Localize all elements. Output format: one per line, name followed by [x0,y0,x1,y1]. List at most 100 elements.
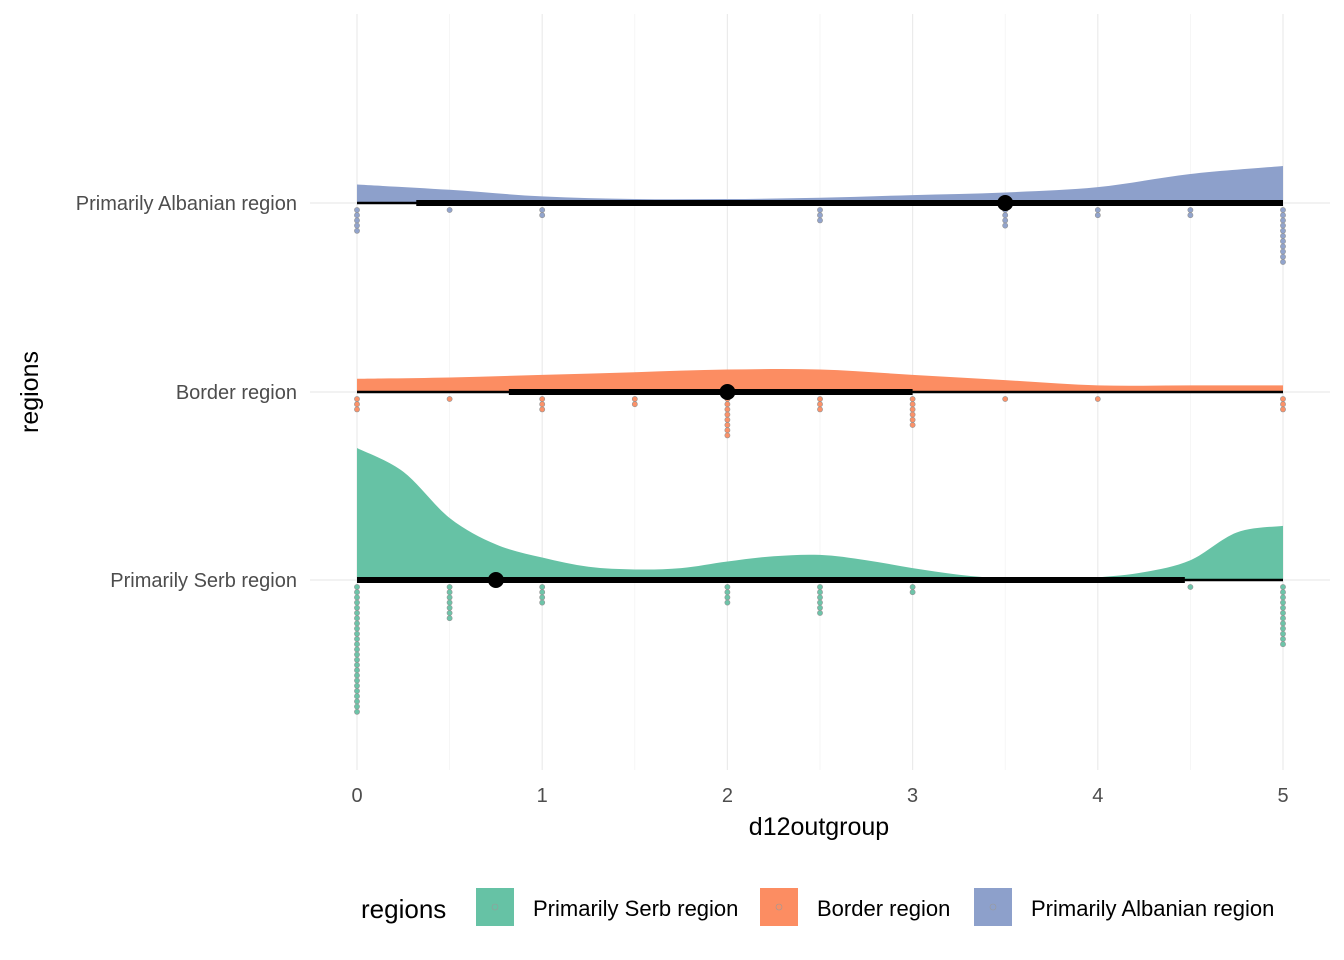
dot-primarily-serb-region [724,594,731,601]
dot-primarily-albanian-region [1280,233,1286,239]
dot-primarily-serb-region [1280,589,1286,596]
dot-primarily-serb-region [354,682,360,689]
dot-primarily-serb-region [354,641,360,648]
dot-primarily-serb-region [354,625,360,632]
dot-primarily-serb-region [1280,594,1286,601]
dot-primarily-serb-region [354,677,360,684]
legend-label-primarily-serb-region: Primarily Serb region [533,896,738,921]
dot-primarily-albanian-region [354,207,360,213]
dot-primarily-serb-region [354,615,360,622]
dot-primarily-serb-region [539,589,546,596]
dot-border-region [909,401,916,408]
dot-primarily-albanian-region [817,207,823,213]
dot-primarily-albanian-region [1280,222,1286,229]
dot-primarily-albanian-region [1002,212,1009,219]
dot-border-region [817,406,823,413]
dot-primarily-serb-region [1280,610,1286,616]
dot-primarily-albanian-region [1280,227,1286,234]
dot-primarily-serb-region [539,584,546,590]
dot-border-region [354,406,360,413]
dot-primarily-serb-region [354,651,360,658]
dot-primarily-serb-region [539,594,546,601]
dot-primarily-serb-region [354,604,360,611]
dot-primarily-serb-region [1280,615,1286,622]
dot-border-region [724,416,731,423]
dot-primarily-serb-region [1280,604,1286,611]
dot-border-region [1002,396,1009,402]
dot-primarily-serb-region [354,662,360,668]
dot-primarily-albanian-region [1187,207,1194,213]
dot-border-region [909,406,916,413]
dot-border-region [446,396,453,402]
dot-primarily-albanian-region [354,212,360,219]
dot-border-region [354,401,360,408]
dot-primarily-serb-region [354,620,360,627]
dot-border-region [724,427,731,434]
dot-primarily-serb-region [909,589,916,596]
dot-primarily-serb-region [354,630,360,637]
dot-border-region [724,411,731,418]
dot-primarily-albanian-region [1094,207,1101,213]
dot-primarily-albanian-region [1280,248,1286,255]
dot-border-region [724,406,731,413]
dot-primarily-serb-region [354,646,360,653]
dot-primarily-serb-region [817,589,823,596]
dot-primarily-serb-region [446,604,453,611]
dot-primarily-serb-region [354,672,360,679]
y-tick-labels: Primarily Serb region Border region Primar… [76,193,297,592]
dot-primarily-albanian-region [446,207,453,213]
dot-primarily-serb-region [817,594,823,601]
interval-bars [357,195,1283,588]
dot-primarily-albanian-region [1280,259,1286,265]
dot-primarily-serb-region [817,584,823,590]
dot-primarily-albanian-region [354,217,360,224]
density-primarily-serb-region [357,448,1283,580]
dot-primarily-albanian-region [1280,243,1286,250]
y-axis-title: regions [16,351,44,433]
dot-primarily-albanian-region [1280,207,1286,213]
legend-label-primarily-albanian-region: Primarily Albanian region [1031,896,1274,921]
density-border-region [357,369,1283,392]
dot-primarily-albanian-region [354,227,360,234]
median-primarily-serb-region [487,572,504,588]
dot-border-region [724,401,731,408]
dot-primarily-albanian-region [1187,212,1194,219]
dot-border-region [1280,401,1286,408]
dot-primarily-serb-region [1280,599,1286,606]
dot-primarily-serb-region [354,584,360,590]
density-clouds [357,166,1283,580]
dot-primarily-serb-region [1280,641,1286,648]
dot-primarily-serb-region [354,708,360,715]
dot-primarily-serb-region [446,599,453,606]
dot-primarily-albanian-region [354,222,360,229]
dot-primarily-albanian-region [1280,217,1286,224]
dot-primarily-serb-region [909,584,916,590]
dot-primarily-serb-region [724,589,731,596]
dot-border-region [724,422,731,428]
dot-border-region [724,432,731,439]
dot-border-region [1094,396,1101,402]
dot-primarily-albanian-region [539,207,546,213]
legend-dot-border-region [775,903,783,911]
dot-primarily-serb-region [446,584,453,590]
legend-title: regions [361,894,446,924]
dot-primarily-serb-region [354,667,360,674]
x-tick-label: 4 [1092,785,1103,807]
dot-border-region [354,396,360,402]
dot-border-region [631,401,638,408]
dot-primarily-serb-region [1280,584,1286,590]
x-axis-title: d12outgroup [749,813,889,841]
dot-primarily-serb-region [539,599,546,606]
dot-primarily-serb-region [446,610,453,616]
dot-primarily-serb-region [354,688,360,694]
x-tick-label: 3 [907,785,918,807]
dot-primarily-serb-region [724,599,731,606]
legend-dot-primarily-serb-region [491,903,499,911]
dot-primarily-serb-region [354,589,360,596]
legend: regions Primarily Serb region Border regi… [361,888,1274,926]
dot-primarily-serb-region [354,698,360,705]
dot-border-region [1280,396,1286,402]
dot-border-region [539,401,546,408]
y-tick-label: Primarily Albanian region [76,193,297,215]
